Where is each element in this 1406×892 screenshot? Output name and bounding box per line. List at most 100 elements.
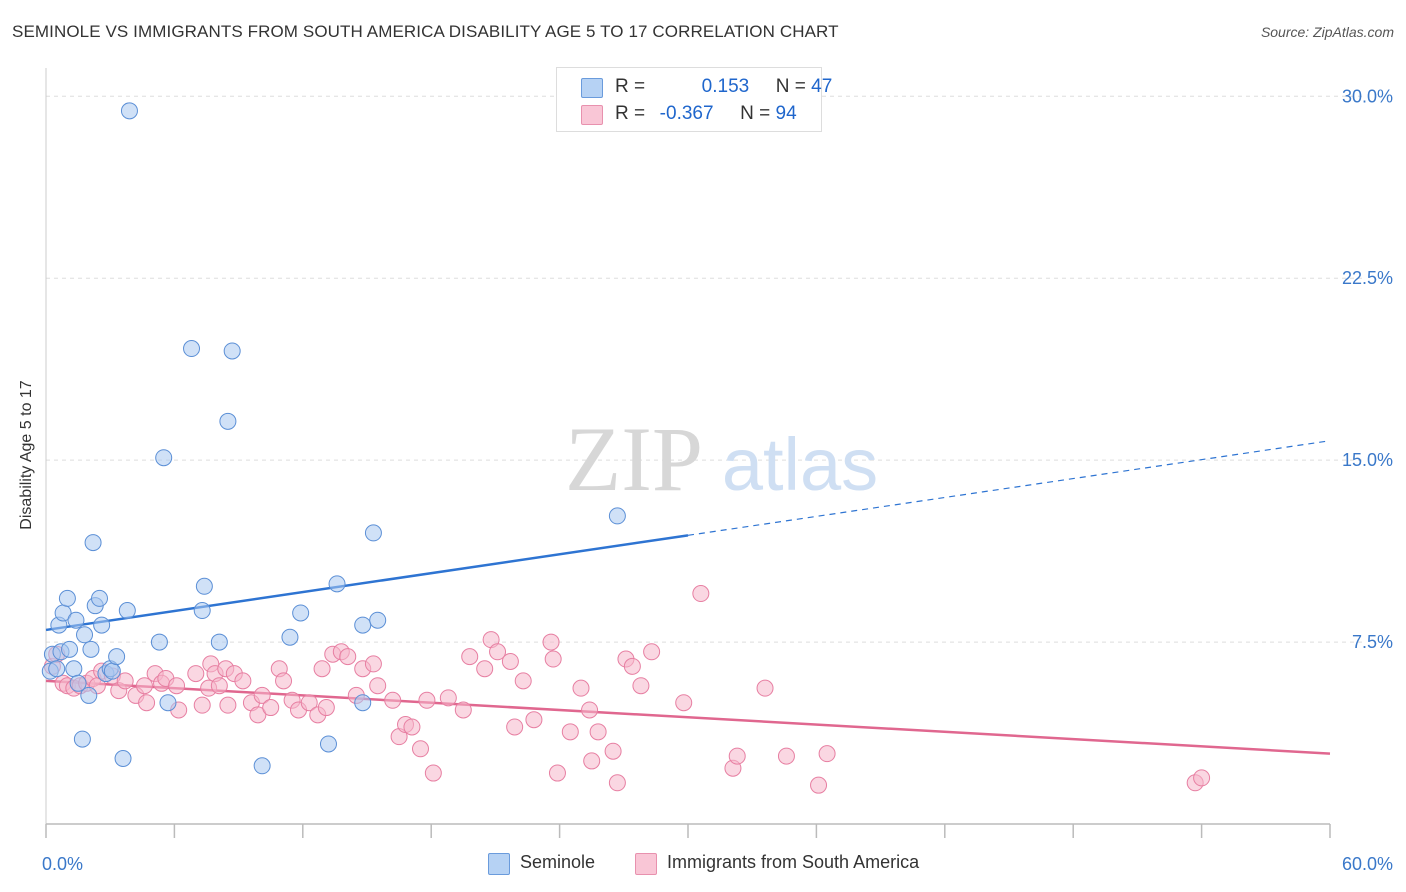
point-immigrants (135, 677, 153, 695)
point-seminole (223, 342, 241, 360)
legend-n-label: N = (775, 76, 806, 97)
point-seminole (354, 694, 372, 712)
point-immigrants (675, 694, 693, 712)
point-immigrants (369, 677, 387, 695)
point-immigrants (339, 648, 357, 666)
point-immigrants (461, 648, 479, 666)
point-immigrants (454, 701, 472, 719)
point-immigrants (275, 672, 293, 690)
legend-r-value: 0.153 (701, 76, 750, 97)
chart-title: SEMINOLE VS IMMIGRANTS FROM SOUTH AMERIC… (12, 22, 839, 41)
point-immigrants (548, 764, 566, 782)
point-immigrants (1193, 769, 1211, 787)
bottom-legend-label-immigrants: Immigrants from South America (667, 852, 920, 872)
point-seminole (195, 577, 213, 595)
point-immigrants (728, 747, 746, 765)
point-immigrants (623, 657, 641, 675)
point-immigrants (542, 633, 560, 651)
point-immigrants (234, 672, 252, 690)
y-tick-label: 15.0% (1342, 450, 1393, 470)
point-immigrants (604, 742, 622, 760)
legend-n-value: 47 (811, 76, 833, 97)
point-immigrants (418, 691, 436, 709)
legend-swatch-seminole (581, 78, 603, 98)
tick-labels: 7.5% 15.0% 22.5% 30.0% 0.0% 60.0% (42, 86, 1393, 874)
legend-n-label: N = (740, 103, 771, 124)
point-immigrants (643, 643, 661, 661)
y-axis-label: Disability Age 5 to 17 (18, 380, 35, 530)
point-seminole (159, 694, 177, 712)
point-seminole (108, 648, 126, 666)
point-seminole (369, 611, 387, 629)
point-immigrants (544, 650, 562, 668)
watermark-zip: ZIP (565, 408, 703, 510)
bottom-legend-swatch-seminole (488, 853, 510, 875)
point-seminole (354, 616, 372, 634)
point-seminole (281, 628, 299, 646)
legend-r-label: R = (615, 76, 646, 97)
point-seminole (364, 524, 382, 542)
point-immigrants (313, 660, 331, 678)
correlation-legend: R = 0.153 N = 47 R = -0.367 N = 94 (556, 67, 832, 132)
grid-lines (46, 95, 1365, 643)
point-immigrants (412, 740, 429, 758)
point-seminole (219, 412, 237, 430)
point-immigrants (581, 701, 599, 719)
point-seminole (118, 602, 136, 620)
trend-line-seminole (45, 534, 689, 632)
point-immigrants (692, 585, 710, 603)
point-seminole (183, 340, 201, 358)
point-immigrants (572, 679, 590, 697)
point-seminole (608, 507, 626, 525)
legend-swatch-immigrants (581, 105, 603, 125)
legend-r-label: R = (615, 103, 646, 124)
point-immigrants (506, 718, 524, 736)
point-immigrants (168, 677, 186, 695)
point-immigrants (501, 652, 519, 670)
series-immigrants-points (43, 585, 1211, 794)
point-immigrants (777, 747, 795, 765)
point-immigrants (810, 776, 828, 794)
point-immigrants (514, 672, 532, 690)
point-seminole (69, 674, 87, 692)
point-immigrants (608, 774, 626, 792)
point-seminole (253, 757, 271, 775)
trend-line-seminole-extension (687, 440, 1331, 536)
x-tick-label: 60.0% (1342, 854, 1393, 874)
trend-line-immigrants (45, 679, 1331, 755)
point-seminole (150, 633, 168, 651)
point-seminole (73, 730, 91, 748)
point-seminole (120, 102, 138, 120)
point-immigrants (262, 699, 280, 717)
point-seminole (82, 640, 100, 658)
point-seminole (292, 604, 310, 622)
watermark-atlas: atlas (722, 423, 878, 506)
point-seminole (155, 449, 173, 467)
point-immigrants (187, 665, 205, 683)
point-immigrants (561, 723, 579, 741)
point-immigrants (300, 694, 318, 712)
point-seminole (65, 660, 83, 678)
point-seminole (114, 750, 132, 768)
point-seminole (328, 575, 346, 593)
point-immigrants (219, 696, 237, 714)
point-immigrants (138, 694, 156, 712)
bottom-legend-label-seminole: Seminole (520, 852, 596, 872)
x-tick-label: 0.0% (42, 854, 83, 874)
point-immigrants (364, 655, 382, 673)
point-immigrants (525, 711, 543, 729)
point-immigrants (818, 745, 836, 763)
axes (45, 68, 1331, 838)
point-immigrants (756, 679, 774, 697)
point-seminole (210, 633, 228, 651)
point-immigrants (632, 677, 650, 695)
point-immigrants (476, 660, 494, 678)
point-seminole (91, 589, 108, 607)
point-seminole (58, 589, 76, 607)
point-immigrants (439, 689, 457, 707)
point-immigrants (403, 718, 421, 736)
y-tick-label: 22.5% (1342, 268, 1393, 288)
point-seminole (48, 660, 66, 678)
point-immigrants (424, 764, 442, 782)
